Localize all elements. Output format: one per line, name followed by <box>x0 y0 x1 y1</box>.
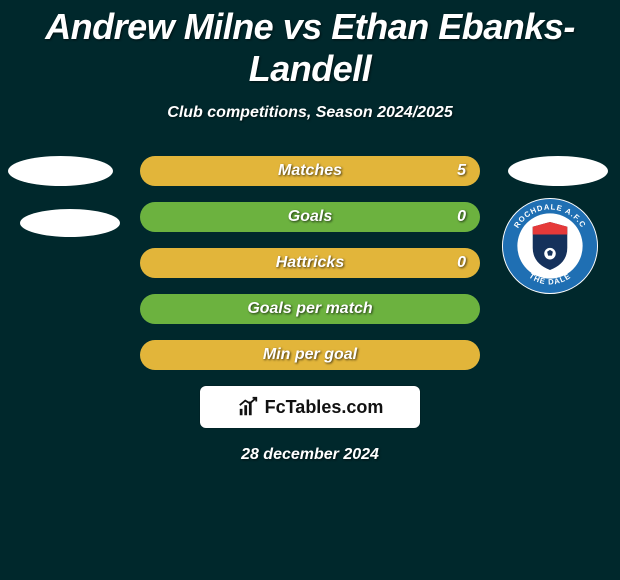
stat-label: Goals <box>140 202 480 232</box>
stat-label: Matches <box>140 156 480 186</box>
stat-value: 5 <box>457 156 466 186</box>
stat-value: 0 <box>457 202 466 232</box>
comparison-area: ROCHDALE A.F.C THE DALE Matches5Goals0Ha… <box>0 156 620 370</box>
left-placeholder-2 <box>20 209 120 237</box>
stat-label: Hattricks <box>140 248 480 278</box>
stat-bar: Goals0 <box>140 202 480 232</box>
stat-bar: Hattricks0 <box>140 248 480 278</box>
stat-bar: Min per goal <box>140 340 480 370</box>
page-subtitle: Club competitions, Season 2024/2025 <box>0 104 620 122</box>
right-placeholder-1 <box>508 156 608 186</box>
stat-label: Min per goal <box>140 340 480 370</box>
left-placeholder-1 <box>8 156 113 186</box>
branding-text: FcTables.com <box>265 397 384 418</box>
stat-label: Goals per match <box>140 294 480 324</box>
branding-box: FcTables.com <box>200 386 420 428</box>
stat-value: 0 <box>457 248 466 278</box>
club-badge-icon: ROCHDALE A.F.C THE DALE <box>502 198 598 294</box>
stats-bars: Matches5Goals0Hattricks0Goals per matchM… <box>140 156 480 370</box>
date-text: 28 december 2024 <box>0 446 620 464</box>
chart-icon <box>237 396 259 418</box>
page-title: Andrew Milne vs Ethan Ebanks-Landell <box>0 6 620 90</box>
stat-bar: Goals per match <box>140 294 480 324</box>
stat-bar: Matches5 <box>140 156 480 186</box>
